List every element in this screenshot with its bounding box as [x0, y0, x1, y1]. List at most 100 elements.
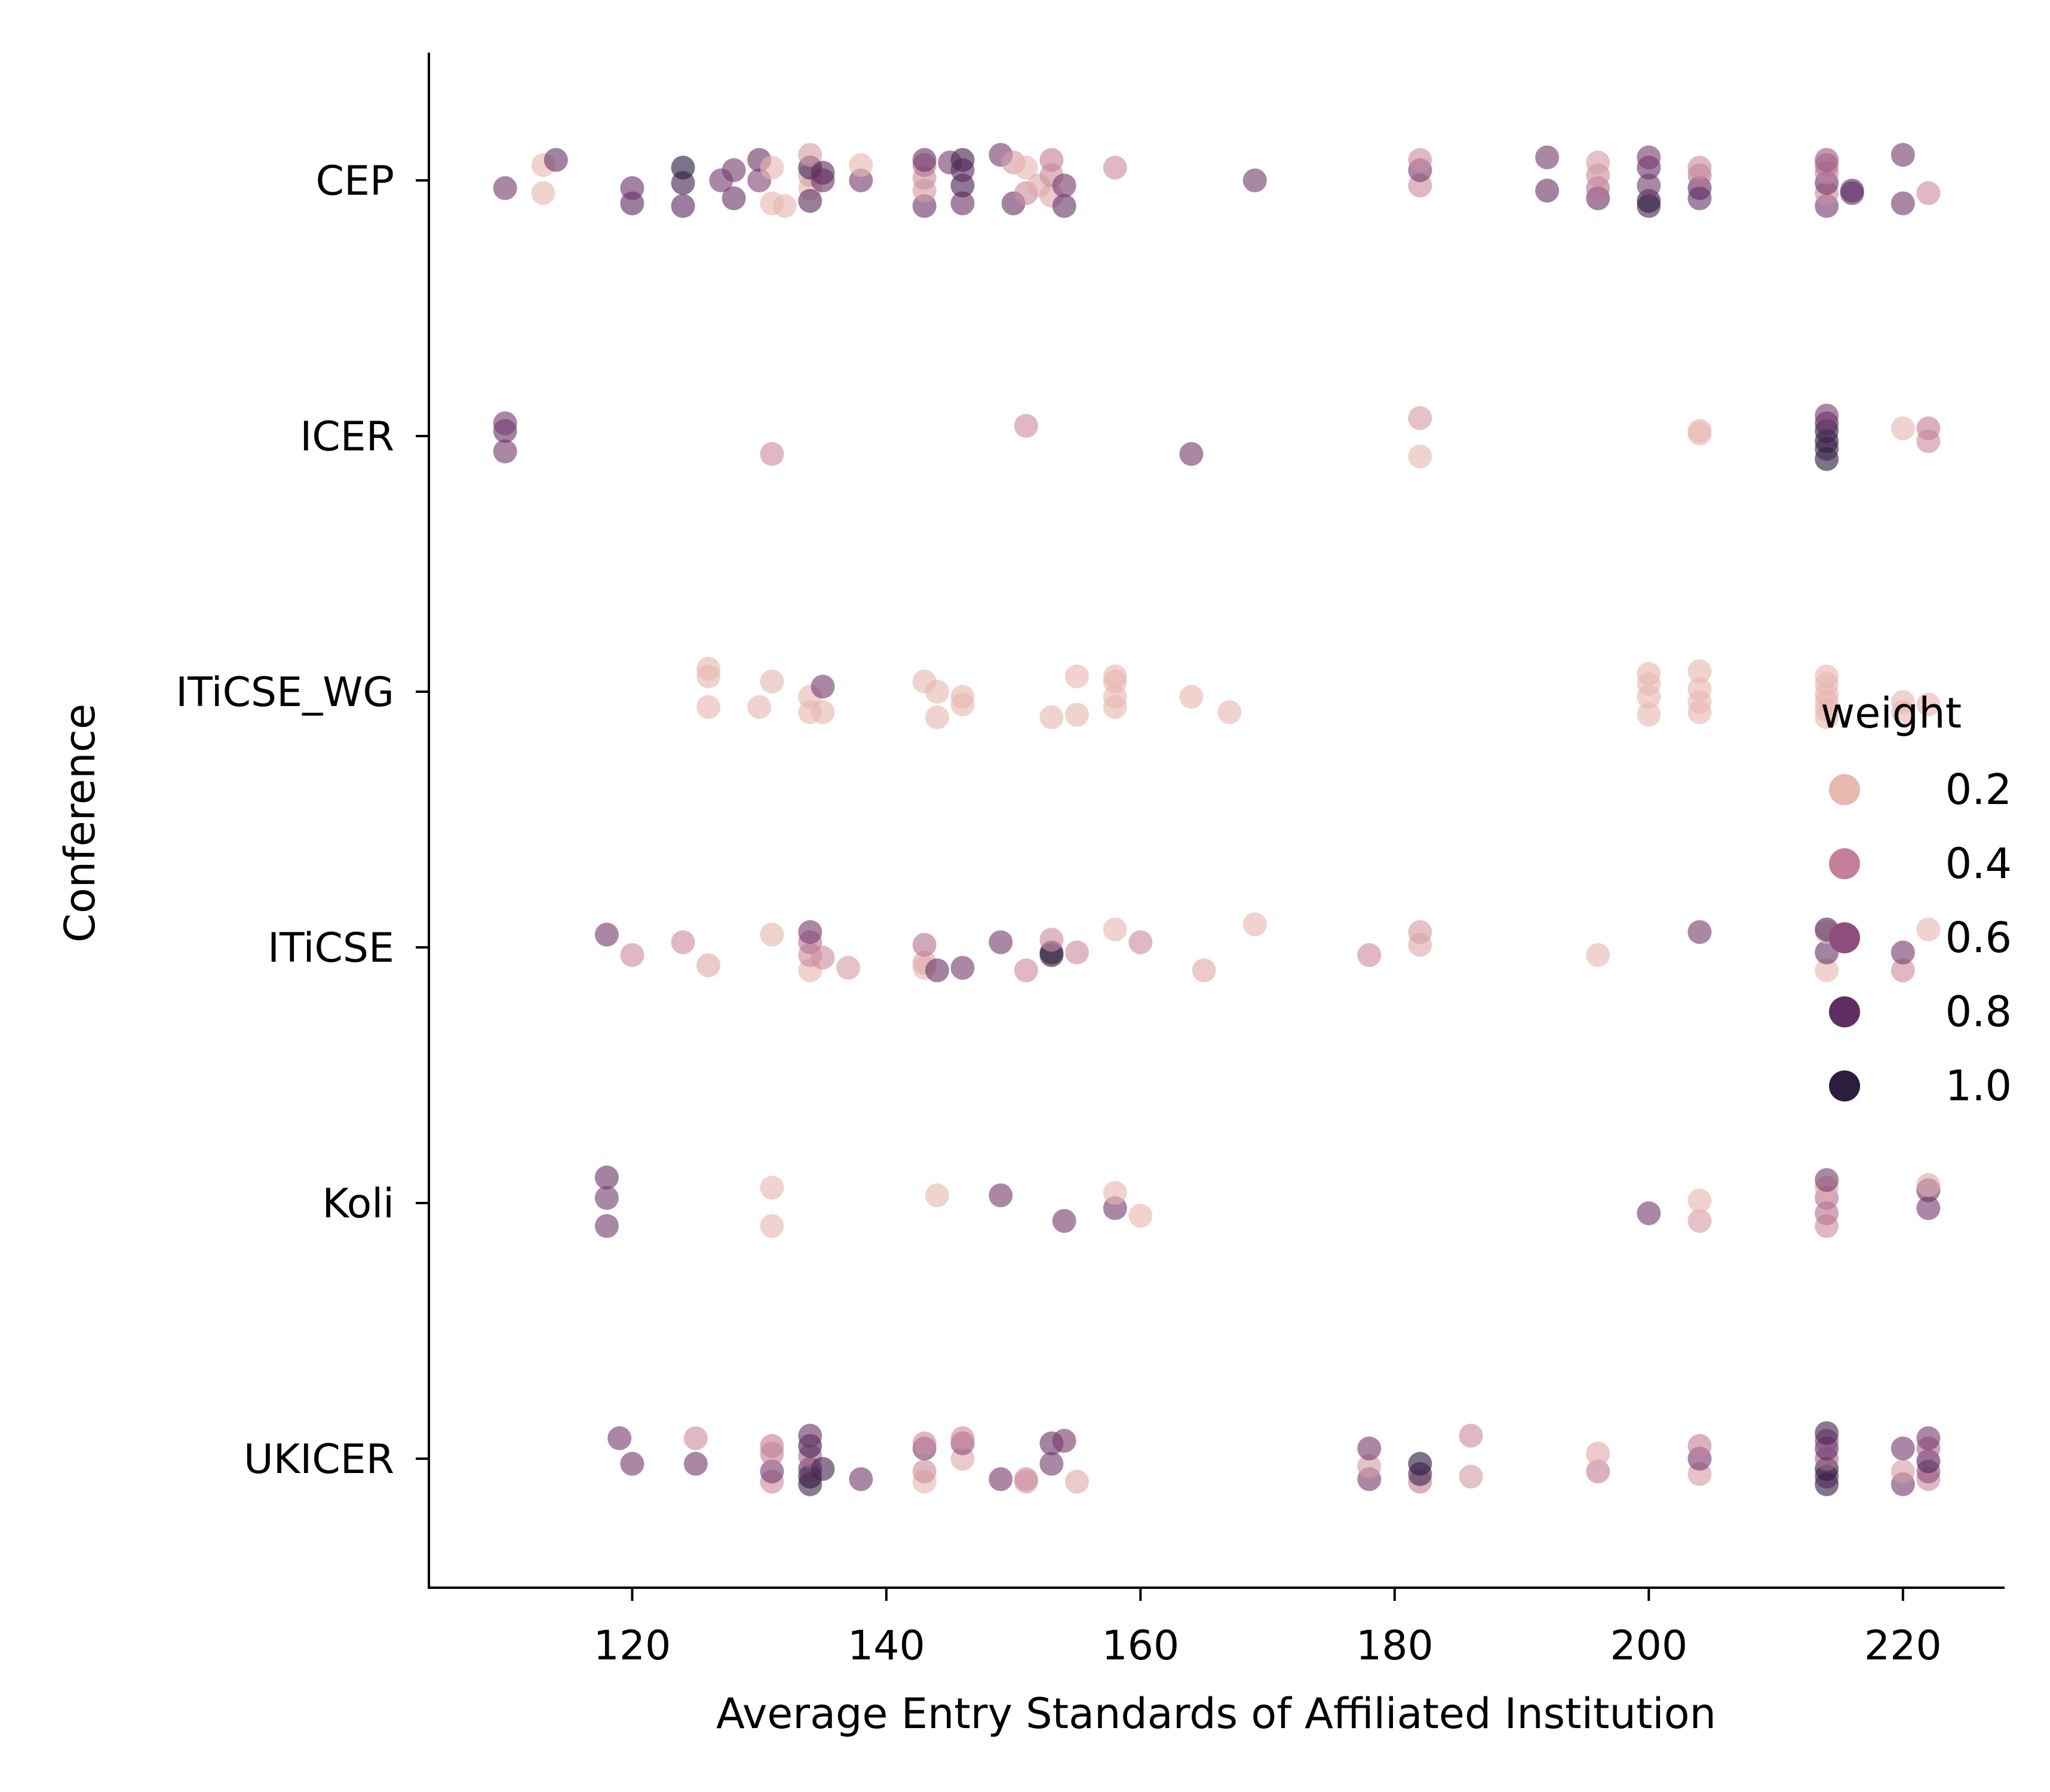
- data-point: [1586, 943, 1610, 967]
- data-point: [671, 194, 695, 218]
- data-point: [1586, 151, 1610, 175]
- data-point: [1916, 1196, 1941, 1220]
- legend-title: weight: [1821, 689, 1962, 738]
- data-point: [1064, 702, 1089, 727]
- data-point: [760, 1214, 784, 1238]
- data-point: [1916, 692, 1941, 717]
- data-point: [1891, 958, 1915, 983]
- data-point: [1815, 958, 1839, 983]
- legend-label: 0.6: [1945, 913, 2012, 962]
- data-point: [925, 1183, 949, 1208]
- data-point: [671, 930, 695, 955]
- data-point: [811, 674, 835, 699]
- x-tick-label: 120: [593, 1622, 671, 1670]
- x-tick-label: 220: [1864, 1622, 1942, 1670]
- data-point: [696, 695, 721, 719]
- data-point: [912, 1431, 937, 1456]
- data-point: [1916, 181, 1941, 205]
- axes: [428, 53, 2005, 1589]
- x-tick-label: 180: [1356, 1622, 1434, 1670]
- data-point: [594, 1214, 619, 1238]
- data-point: [1408, 444, 1432, 469]
- data-point: [493, 411, 517, 435]
- data-point: [1815, 1168, 1839, 1192]
- data-point: [1408, 148, 1432, 172]
- data-point: [1357, 1436, 1382, 1460]
- legend-marker: [1829, 774, 1860, 805]
- data-point: [798, 1423, 823, 1448]
- data-point: [912, 932, 937, 957]
- data-point: [493, 176, 517, 200]
- data-point: [1891, 1436, 1915, 1460]
- data-point: [1687, 155, 1712, 180]
- data-point: [1192, 958, 1216, 983]
- legend-label: 1.0: [1945, 1061, 2012, 1110]
- data-point: [1052, 1429, 1076, 1453]
- legend-marker: [1829, 922, 1860, 953]
- data-point: [594, 922, 619, 947]
- x-tick-label: 160: [1101, 1622, 1179, 1670]
- data-point: [1128, 1204, 1153, 1228]
- data-point: [811, 946, 835, 970]
- data-point: [620, 176, 645, 200]
- data-point: [722, 158, 746, 182]
- legend-marker: [1829, 1070, 1860, 1101]
- y-axis-title: Conference: [56, 704, 105, 943]
- data-point: [1064, 940, 1089, 965]
- data-point: [722, 186, 746, 210]
- data-points: [493, 143, 1941, 1496]
- data-point: [1242, 168, 1267, 192]
- data-point: [1103, 664, 1127, 689]
- data-point: [696, 656, 721, 681]
- data-point: [760, 669, 784, 694]
- data-point: [1815, 148, 1839, 172]
- data-point: [1039, 705, 1064, 729]
- legend-entries: 0.2 0.4 0.6 0.8 1.0: [1829, 765, 2012, 1110]
- data-point: [1687, 677, 1712, 701]
- data-point: [1039, 148, 1064, 172]
- data-point: [1103, 1180, 1127, 1205]
- data-point: [950, 148, 975, 172]
- data-point: [760, 155, 784, 180]
- data-point: [1459, 1464, 1483, 1489]
- legend-label: 0.4: [1945, 839, 2012, 888]
- data-point: [1637, 173, 1661, 198]
- data-point: [1103, 918, 1127, 942]
- data-point: [544, 148, 568, 172]
- data-point: [1916, 1426, 1941, 1450]
- data-point: [760, 441, 784, 466]
- data-point: [531, 181, 556, 205]
- data-point: [594, 1186, 619, 1210]
- data-point: [1039, 928, 1064, 952]
- data-point: [1687, 659, 1712, 683]
- data-point: [1535, 179, 1560, 203]
- data-point: [950, 685, 975, 709]
- data-point: [912, 148, 937, 172]
- data-point: [1637, 1201, 1661, 1226]
- data-point: [620, 1452, 645, 1476]
- x-axis-title: Average Entry Standards of Affiliated In…: [716, 1689, 1716, 1738]
- data-point: [989, 930, 1013, 955]
- data-point: [950, 191, 975, 216]
- data-point: [1064, 1469, 1089, 1494]
- data-point: [1916, 918, 1941, 942]
- y-tick-label: CEP: [316, 158, 394, 205]
- data-point: [811, 700, 835, 725]
- data-point: [1014, 958, 1038, 983]
- data-point: [925, 680, 949, 704]
- data-point: [1815, 403, 1839, 428]
- y-tick-label: ITiCSE_WG: [176, 669, 394, 716]
- x-tick-label: 140: [848, 1622, 925, 1670]
- data-point: [798, 189, 823, 213]
- data-point: [607, 1426, 632, 1450]
- data-point: [1179, 685, 1204, 709]
- data-point: [989, 1467, 1013, 1492]
- data-point: [1014, 413, 1038, 438]
- legend: weight 0.2 0.4 0.6 0.8 1.0: [1821, 689, 2012, 1110]
- data-point: [1179, 441, 1204, 466]
- data-point: [1535, 145, 1560, 170]
- data-point: [1459, 1423, 1483, 1448]
- data-point: [989, 1183, 1013, 1208]
- y-tick-label: ICER: [300, 413, 394, 461]
